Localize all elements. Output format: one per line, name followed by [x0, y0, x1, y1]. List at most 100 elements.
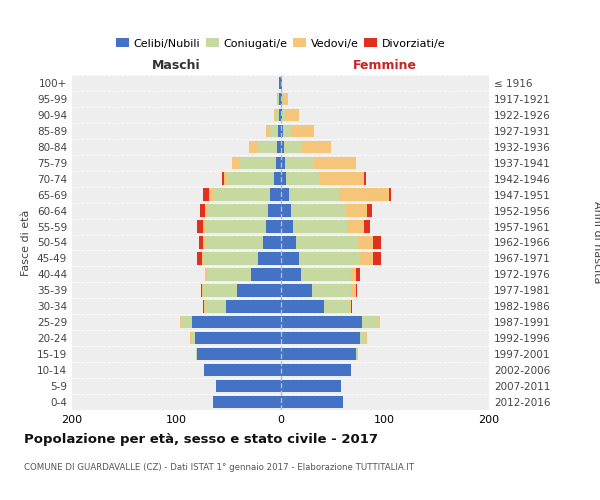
Bar — [281, 204, 291, 217]
Bar — [362, 316, 379, 328]
Bar — [364, 220, 370, 233]
Text: Popolazione per età, sesso e stato civile - 2017: Popolazione per età, sesso e stato civil… — [24, 432, 378, 446]
Bar — [226, 300, 281, 312]
Bar — [281, 108, 284, 121]
Bar — [205, 220, 266, 233]
Bar — [291, 204, 346, 217]
Bar — [367, 204, 372, 217]
Bar — [278, 92, 280, 105]
Bar — [277, 140, 281, 153]
Bar — [281, 252, 299, 264]
Bar — [352, 268, 356, 280]
Bar — [266, 124, 270, 137]
Bar — [237, 284, 281, 296]
Bar — [222, 172, 224, 185]
Bar — [268, 204, 281, 217]
Bar — [190, 332, 191, 344]
Bar — [280, 92, 281, 105]
Bar — [360, 252, 373, 264]
Bar — [281, 220, 293, 233]
Bar — [356, 236, 373, 248]
Bar — [281, 92, 283, 105]
Bar — [195, 332, 281, 344]
Bar — [346, 204, 367, 217]
Bar — [208, 204, 268, 217]
Bar — [203, 284, 237, 296]
Bar — [281, 396, 343, 408]
Bar — [216, 380, 281, 392]
Bar — [320, 172, 364, 185]
Bar — [281, 156, 284, 169]
Bar — [389, 188, 391, 201]
Bar — [281, 284, 312, 296]
Bar — [201, 284, 202, 296]
Bar — [373, 236, 380, 248]
Bar — [281, 364, 352, 376]
Bar — [281, 332, 360, 344]
Bar — [281, 380, 341, 392]
Bar — [284, 108, 299, 121]
Bar — [314, 156, 356, 169]
Legend: Celibi/Nubili, Coniugati/e, Vedovi/e, Divorziati/e: Celibi/Nubili, Coniugati/e, Vedovi/e, Di… — [111, 34, 450, 53]
Bar — [281, 268, 301, 280]
Bar — [281, 172, 286, 185]
Bar — [263, 236, 281, 248]
Bar — [281, 188, 289, 201]
Bar — [196, 348, 197, 360]
Bar — [208, 268, 251, 280]
Bar — [350, 300, 352, 312]
Bar — [202, 252, 203, 264]
Bar — [251, 268, 281, 280]
Bar — [209, 188, 213, 201]
Bar — [205, 236, 263, 248]
Bar — [291, 124, 314, 137]
Bar — [286, 172, 320, 185]
Bar — [284, 156, 314, 169]
Bar — [205, 268, 208, 280]
Bar — [281, 348, 356, 360]
Bar — [205, 300, 226, 312]
Bar — [281, 316, 362, 328]
Bar — [200, 204, 205, 217]
Bar — [205, 364, 281, 376]
Text: Femmine: Femmine — [353, 59, 417, 72]
Bar — [224, 172, 227, 185]
Bar — [203, 188, 209, 201]
Bar — [203, 220, 205, 233]
Bar — [312, 284, 352, 296]
Bar — [301, 140, 331, 153]
Bar — [283, 124, 291, 137]
Bar — [280, 108, 281, 121]
Bar — [277, 108, 280, 121]
Bar — [366, 332, 367, 344]
Bar — [301, 268, 352, 280]
Bar — [339, 188, 389, 201]
Bar — [197, 220, 203, 233]
Bar — [203, 252, 257, 264]
Bar — [277, 92, 278, 105]
Text: Maschi: Maschi — [152, 59, 200, 72]
Bar — [293, 220, 347, 233]
Bar — [281, 300, 324, 312]
Bar — [289, 188, 339, 201]
Bar — [324, 300, 350, 312]
Bar — [379, 316, 380, 328]
Bar — [202, 284, 203, 296]
Bar — [278, 124, 281, 137]
Text: COMUNE DI GUARDAVALLE (CZ) - Dati ISTAT 1° gennaio 2017 - Elaborazione TUTTITALI: COMUNE DI GUARDAVALLE (CZ) - Dati ISTAT … — [24, 462, 414, 471]
Bar — [284, 140, 301, 153]
Bar — [205, 204, 208, 217]
Bar — [299, 252, 360, 264]
Bar — [181, 316, 192, 328]
Bar — [257, 252, 281, 264]
Bar — [283, 92, 288, 105]
Text: Anni di nascita: Anni di nascita — [592, 201, 600, 284]
Bar — [203, 236, 205, 248]
Bar — [356, 268, 360, 280]
Bar — [281, 236, 296, 248]
Bar — [274, 108, 277, 121]
Bar — [197, 348, 281, 360]
Bar — [240, 156, 277, 169]
Bar — [281, 124, 283, 137]
Bar — [227, 172, 274, 185]
